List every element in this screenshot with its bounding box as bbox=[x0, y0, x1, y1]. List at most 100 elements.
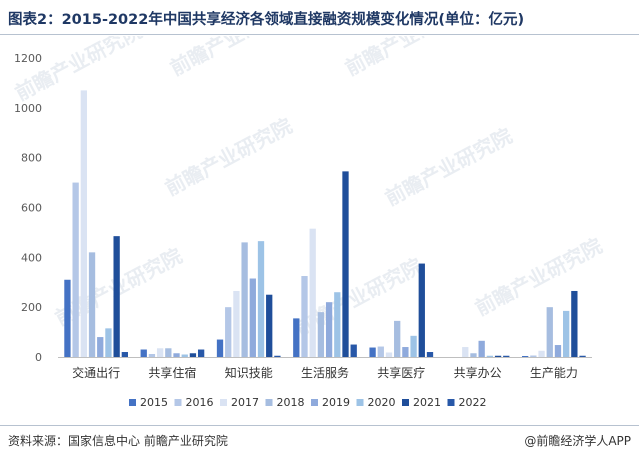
bar-2015-3 bbox=[293, 318, 300, 357]
legend-label-2017: 2017 bbox=[231, 396, 259, 409]
x-category-label: 共享医疗 bbox=[377, 365, 425, 380]
bar-2020-1 bbox=[181, 354, 188, 357]
x-category-label: 交通出行 bbox=[72, 365, 120, 380]
bar-2018-5 bbox=[470, 353, 477, 357]
watermark-text: 前瞻产业研究院 bbox=[341, 36, 476, 80]
bar-2022-4 bbox=[426, 352, 434, 357]
x-category-label: 共享办公 bbox=[454, 365, 502, 380]
legend-label-2016: 2016 bbox=[186, 396, 214, 409]
credit-note: @前瞻经济学人APP bbox=[524, 434, 631, 448]
y-tick-label: 0 bbox=[35, 351, 42, 364]
bar-2016-1 bbox=[148, 354, 156, 357]
bar-2018-6 bbox=[546, 307, 553, 357]
bar-2021-4 bbox=[418, 263, 425, 357]
bar-2015-0 bbox=[64, 279, 71, 357]
bar-2021-0 bbox=[113, 236, 120, 357]
legend-label-2022: 2022 bbox=[459, 396, 487, 409]
legend: 2015 2016 2017 2018 2019 2020 2021 2022 bbox=[129, 396, 487, 409]
bar-2018-2 bbox=[241, 242, 248, 357]
legend-label-2021: 2021 bbox=[413, 396, 441, 409]
bar-2022-2 bbox=[274, 355, 281, 357]
legend-swatch-2018 bbox=[265, 399, 273, 406]
bar-2015-4 bbox=[369, 347, 376, 357]
bar-2021-2 bbox=[266, 294, 273, 357]
bar-2022-1 bbox=[197, 349, 205, 357]
bar-2022-5 bbox=[503, 355, 510, 357]
bar-2019-1 bbox=[173, 353, 180, 357]
y-tick-label: 400 bbox=[21, 251, 42, 264]
bar-2017-2 bbox=[233, 290, 240, 357]
y-tick-label: 1200 bbox=[14, 52, 42, 65]
bar-2019-5 bbox=[478, 340, 485, 357]
legend-swatch-2017 bbox=[220, 399, 227, 406]
legend-swatch-2016 bbox=[174, 399, 182, 406]
bar-2018-0 bbox=[88, 252, 96, 357]
legend-label-2019: 2019 bbox=[322, 396, 350, 409]
bar-2019-3 bbox=[325, 302, 333, 357]
bar-2017-5 bbox=[462, 347, 469, 357]
x-category-label: 生产能力 bbox=[530, 366, 578, 380]
chart-title: 图表2：2015-2022年中国共享经济各领域直接融资规模变化情况(单位：亿元) bbox=[8, 12, 525, 28]
watermark-text: 前瞻产业研究院 bbox=[161, 113, 296, 200]
bar-2020-0 bbox=[105, 328, 112, 357]
watermark-text: 前瞻产业研究院 bbox=[471, 233, 606, 320]
legend-swatch-2022 bbox=[447, 399, 455, 406]
bar-2022-6 bbox=[579, 355, 586, 357]
legend-label-2018: 2018 bbox=[277, 396, 305, 409]
bar-2017-4 bbox=[385, 352, 393, 357]
bar-2018-4 bbox=[394, 320, 401, 357]
legend-swatch-2021 bbox=[402, 399, 409, 406]
bar-2020-4 bbox=[410, 335, 417, 357]
bar-2019-4 bbox=[402, 347, 409, 357]
bar-2017-1 bbox=[156, 348, 164, 357]
bar-2016-6 bbox=[530, 355, 537, 357]
bar-2022-3 bbox=[350, 344, 357, 357]
bar-2021-3 bbox=[342, 171, 349, 357]
bar-2021-1 bbox=[189, 353, 197, 357]
title-divider bbox=[0, 34, 639, 35]
bar-2016-4 bbox=[377, 346, 384, 357]
bar-2017-3 bbox=[309, 228, 316, 357]
bar-2017-6 bbox=[538, 350, 545, 357]
legend-swatch-2019 bbox=[311, 399, 318, 406]
legend-label-2015: 2015 bbox=[140, 396, 168, 409]
bar-2017-0 bbox=[80, 90, 87, 357]
bar-2020-5 bbox=[486, 355, 494, 357]
y-tick-label: 600 bbox=[21, 202, 42, 215]
bar-2022-0 bbox=[121, 352, 128, 357]
bar-2016-0 bbox=[72, 182, 79, 357]
y-axis: 0 200 400 600 800 1000 1200 bbox=[14, 52, 42, 364]
y-tick-label: 1000 bbox=[14, 102, 42, 115]
bar-2015-6 bbox=[522, 356, 529, 357]
bar-2020-3 bbox=[334, 292, 341, 357]
bar-2016-3 bbox=[301, 276, 308, 357]
x-category-label: 共享住宿 bbox=[148, 365, 196, 380]
legend-swatch-2020 bbox=[356, 399, 364, 406]
x-category-label: 生活服务 bbox=[301, 365, 349, 380]
bars-layer bbox=[64, 90, 586, 357]
y-tick-label: 800 bbox=[21, 152, 42, 165]
bar-2020-2 bbox=[257, 241, 265, 357]
bar-2019-6 bbox=[554, 345, 562, 357]
legend-swatch-2015 bbox=[129, 399, 136, 406]
bar-2018-1 bbox=[165, 348, 172, 357]
y-tick-label: 200 bbox=[21, 301, 42, 314]
x-category-label: 知识技能 bbox=[225, 366, 273, 380]
footer-divider bbox=[0, 425, 639, 426]
watermark-text: 前瞻产业研究院 bbox=[166, 36, 301, 80]
bar-2018-3 bbox=[317, 312, 325, 357]
watermark-text: 前瞻产业研究院 bbox=[11, 36, 146, 105]
bar-2015-2 bbox=[216, 339, 224, 357]
bar-2019-0 bbox=[97, 337, 104, 357]
bar-2015-1 bbox=[140, 349, 147, 357]
source-note: 资料来源：国家信息中心 前瞻产业研究院 bbox=[8, 434, 228, 448]
bar-2019-2 bbox=[249, 278, 256, 357]
bar-2020-6 bbox=[563, 310, 570, 357]
bar-2021-6 bbox=[571, 290, 578, 357]
bar-2016-2 bbox=[225, 307, 232, 357]
bar-2021-5 bbox=[494, 355, 502, 357]
legend-label-2020: 2020 bbox=[368, 396, 396, 409]
watermark-text: 前瞻产业研究院 bbox=[381, 123, 516, 210]
